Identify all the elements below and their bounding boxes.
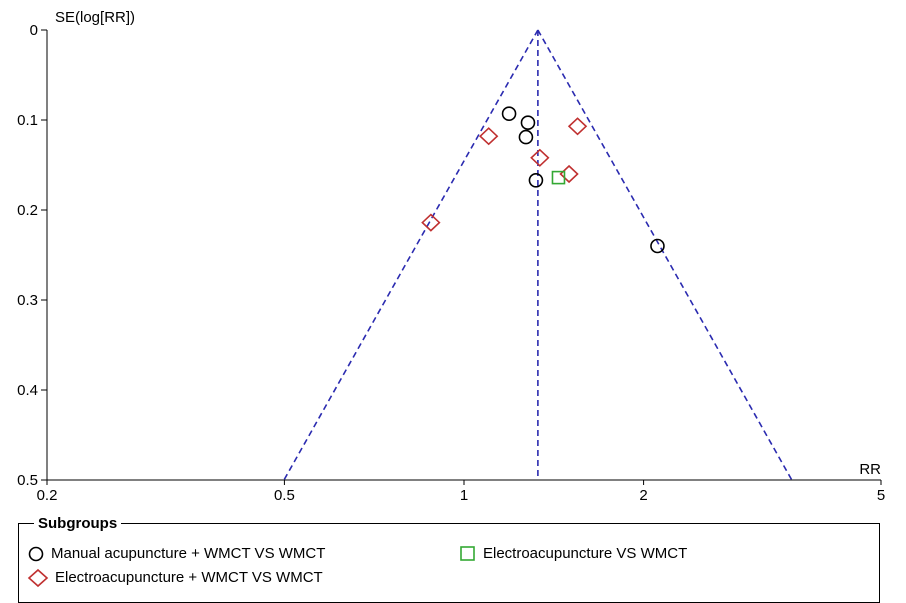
manual-acupuncture-point bbox=[501, 106, 517, 121]
funnel-plot: 00.10.20.30.40.50.2 0.5 1 2 5 SE(log[RR]) RR bbox=[17, 9, 885, 504]
funnel-right-line bbox=[537, 29, 793, 481]
electroacupuncture-wmct-point bbox=[530, 148, 550, 167]
square-marker-icon bbox=[460, 546, 475, 561]
x-axis-label: RR bbox=[859, 461, 881, 478]
y-tick-label: 0.1 bbox=[17, 112, 38, 129]
circle-marker-icon bbox=[28, 546, 44, 562]
legend-item-electroacupuncture-wmct: Electroacupuncture + WMCT VS WMCT bbox=[27, 568, 323, 588]
electroacupuncture-wmct-point bbox=[479, 127, 499, 146]
legend bbox=[18, 523, 880, 603]
manual-acupuncture-point bbox=[650, 238, 665, 254]
x-tick-label: 0.5 bbox=[274, 487, 295, 504]
y-tick-label: 0.2 bbox=[17, 202, 38, 219]
manual-acupuncture-point bbox=[528, 173, 544, 188]
electroacupuncture-wmct-point bbox=[567, 117, 588, 136]
electroacupuncture-wmct-point bbox=[421, 213, 441, 232]
y-tick-label: 0.4 bbox=[17, 382, 38, 399]
funnel-left-line bbox=[283, 29, 539, 481]
legend-title: Subgroups bbox=[34, 516, 122, 532]
data-points bbox=[421, 106, 665, 254]
legend-item-electroacupuncture: Electroacupuncture VS WMCT bbox=[459, 545, 687, 563]
electroacupuncture-wmct-point bbox=[559, 164, 579, 184]
axes: 00.10.20.30.40.50.2 0.5 1 2 5 bbox=[17, 22, 885, 504]
funnel-lines bbox=[283, 29, 793, 481]
x-tick-label: 0.2 bbox=[37, 487, 58, 504]
manual-acupuncture-point bbox=[520, 115, 536, 130]
y-axis-label: SE(log[RR]) bbox=[55, 9, 135, 26]
y-tick-label: 0 bbox=[30, 22, 38, 39]
x-tick-label: 5 bbox=[877, 487, 885, 504]
diamond-marker-icon bbox=[27, 568, 49, 588]
y-tick-label: 0.3 bbox=[17, 292, 38, 309]
manual-acupuncture-point bbox=[518, 129, 534, 145]
legend-item-manual-acupuncture: Manual acupuncture + WMCT VS WMCT bbox=[27, 545, 325, 563]
legend-label: Manual acupuncture + WMCT VS WMCT bbox=[51, 545, 326, 562]
x-tick-label: 1 bbox=[460, 487, 468, 504]
legend-label: Electroacupuncture + WMCT VS WMCT bbox=[55, 569, 323, 586]
electroacupuncture-point bbox=[551, 170, 566, 185]
x-tick-label: 2 bbox=[639, 487, 647, 504]
y-tick-label: 0.5 bbox=[17, 472, 38, 489]
legend-label: Electroacupuncture VS WMCT bbox=[483, 545, 688, 562]
